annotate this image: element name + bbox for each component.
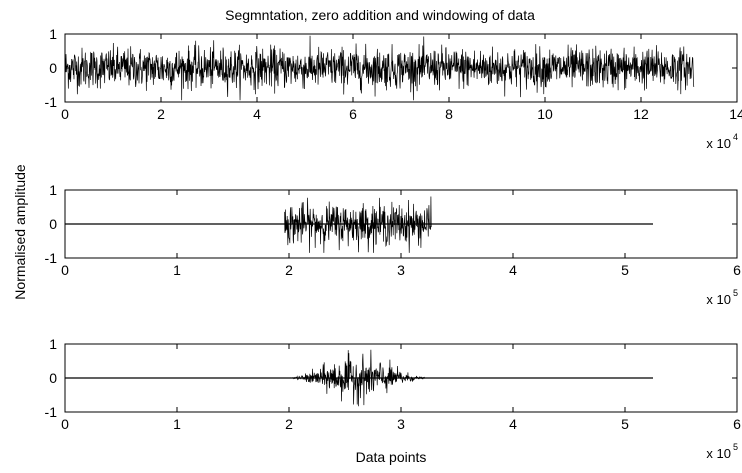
panel-windowed: 0 1 2 3 4 5 610-1x 10 5 [45, 336, 742, 461]
x-tick-label: 8 [445, 106, 453, 122]
y-tick-label: 1 [49, 26, 57, 42]
x-exponent-power: 5 [733, 288, 738, 298]
chart-title: Segmntation, zero addition and windowing… [225, 7, 535, 23]
x-tick-label: 2 [285, 262, 293, 278]
x-tick-label: 1 [173, 416, 181, 432]
y-tick-label: 1 [49, 182, 57, 198]
x-tick-label: 14 [729, 106, 742, 122]
x-axis-label: Data points [356, 449, 427, 465]
x-tick-label: 5 [621, 416, 629, 432]
x-tick-label: 4 [509, 262, 517, 278]
x-tick-label: 3 [397, 416, 405, 432]
x-exponent-power: 5 [733, 442, 738, 452]
y-tick-label: 0 [49, 60, 57, 76]
x-tick-label: 4 [509, 416, 517, 432]
y-tick-label: 0 [49, 370, 57, 386]
signal-trace [64, 35, 695, 101]
signal-trace [284, 349, 432, 407]
x-tick-label: 10 [537, 106, 553, 122]
y-tick-label: -1 [45, 404, 58, 420]
x-tick-label: 2 [285, 416, 293, 432]
y-axis-label: Normalised amplitude [12, 164, 28, 300]
y-tick-label: 0 [49, 216, 57, 232]
x-exponent-power: 4 [733, 132, 738, 142]
x-tick-label: 4 [253, 106, 261, 122]
x-tick-label: 5 [621, 262, 629, 278]
x-tick-label: 0 [61, 262, 69, 278]
x-tick-label: 6 [733, 262, 741, 278]
x-tick-label: 6 [349, 106, 357, 122]
x-tick-label: 3 [397, 262, 405, 278]
y-tick-label: -1 [45, 94, 58, 110]
x-exponent-label: x 10 [706, 446, 731, 461]
x-tick-label: 0 [61, 106, 69, 122]
x-tick-label: 0 [61, 416, 69, 432]
x-tick-label: 2 [157, 106, 165, 122]
x-tick-label: 1 [173, 262, 181, 278]
signal-trace [284, 196, 432, 253]
y-tick-label: -1 [45, 250, 58, 266]
x-exponent-label: x 10 [706, 136, 731, 151]
x-exponent-label: x 10 [706, 292, 731, 307]
y-tick-label: 1 [49, 336, 57, 352]
x-tick-label: 6 [733, 416, 741, 432]
x-tick-label: 12 [633, 106, 649, 122]
panel-zero-padded: 0 1 2 3 4 5 610-1x 10 5 [45, 182, 742, 307]
